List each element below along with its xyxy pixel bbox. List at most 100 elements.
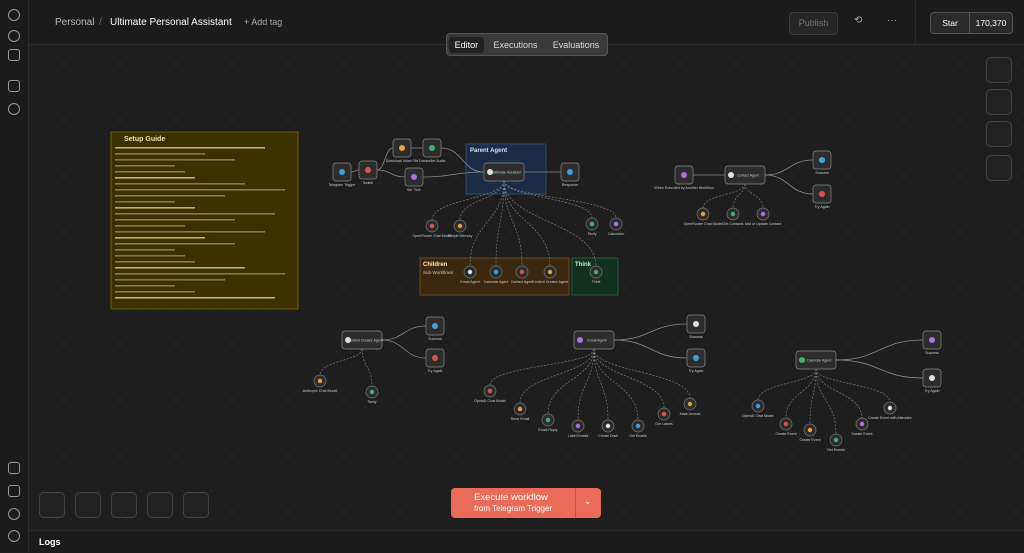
node-label: Success [815, 171, 829, 175]
workflow-node[interactable]: Content Creator Agent [341, 330, 383, 350]
tab[interactable]: Executions [493, 39, 538, 50]
workflow-node[interactable]: Calculator [608, 217, 625, 236]
zoom-in-button[interactable] [75, 492, 101, 518]
node-label: Contact Agent [511, 280, 534, 284]
workflow-node[interactable]: Add or Update Contact [745, 207, 782, 226]
workflow-node[interactable]: When Executed by Another Workflow [654, 165, 714, 190]
add-tag[interactable]: + Add tag [244, 17, 283, 27]
workflow-node[interactable]: Content Creator Agent [532, 265, 568, 284]
workflow-node[interactable]: Try Again [922, 368, 942, 393]
workflow-node[interactable]: Create Event [776, 417, 797, 436]
tab[interactable]: Editor [448, 36, 485, 53]
workflow-node[interactable]: Try Again [686, 348, 706, 373]
workflow-node[interactable]: OpenAI Chat Model [742, 399, 774, 418]
workflow-node[interactable]: Success [425, 316, 445, 341]
workflow-node[interactable]: Response [560, 162, 580, 187]
workflow-node[interactable]: Mark Unread [680, 397, 701, 416]
node-label: Mark Unread [680, 412, 701, 416]
fit-view-button[interactable] [39, 492, 65, 518]
workflow-node[interactable]: Simple Memory [448, 219, 473, 238]
workflow-node[interactable]: Contact Agent [511, 265, 534, 284]
panel-icon[interactable] [8, 49, 20, 61]
settings-icon[interactable] [8, 530, 20, 542]
workflow-node[interactable]: Success [686, 314, 706, 339]
workflow-node[interactable]: Email Agent [573, 330, 615, 350]
workflow-node[interactable]: Get Contacts [723, 207, 744, 226]
workflow-node[interactable]: Try Again [425, 348, 445, 373]
panel-button[interactable] [986, 155, 1012, 181]
workflow-node[interactable]: Tavily [365, 385, 379, 404]
node-label: Success [428, 337, 442, 341]
workflow-node[interactable]: Get Labels [655, 407, 673, 426]
workflow-node[interactable]: OpenRouter Chat Model [413, 219, 452, 238]
workflow-node[interactable]: OpenRouter Chat Model [684, 207, 723, 226]
workflow-node[interactable]: Create Event with Attendee [868, 401, 912, 420]
agent-node [573, 330, 615, 350]
guide-line [115, 207, 195, 209]
workflow-node[interactable]: Create Draft [598, 419, 618, 438]
dropdown-icon[interactable]: ⌄ [584, 496, 592, 506]
templates-icon[interactable] [8, 462, 20, 474]
workflow-node[interactable]: Success [812, 150, 832, 175]
workflow-node[interactable]: Get Events [827, 433, 845, 452]
node-icon [929, 337, 935, 343]
tidy-button[interactable] [183, 492, 209, 518]
node-icon [457, 223, 463, 229]
workflow-node[interactable]: Download Voice File [386, 138, 419, 163]
add-node-button[interactable] [986, 57, 1012, 83]
node-label: Calculator [608, 232, 625, 236]
workflow-node[interactable]: Label Emails [568, 419, 589, 438]
workflow-node[interactable]: Create Event [800, 423, 821, 442]
workflow-node[interactable]: Ultimate Assistant [483, 162, 525, 182]
help-icon[interactable] [8, 508, 20, 520]
workflow-node[interactable]: Create Event [852, 417, 873, 436]
connection [835, 359, 924, 379]
node-label: Transcribe Audio [419, 159, 446, 163]
workflow-node[interactable]: Tavily [585, 217, 599, 236]
home-icon[interactable] [8, 80, 20, 92]
node-icon [487, 169, 493, 175]
chat-icon[interactable] [8, 103, 20, 115]
workflow-name[interactable]: Ultimate Personal Assistant [110, 17, 232, 28]
logs-label[interactable]: Logs [39, 537, 61, 547]
logs-bar: Logs [29, 530, 1024, 553]
workflow-node[interactable]: Get Emails [629, 419, 647, 438]
workflow-node[interactable]: Email Reply [538, 413, 558, 432]
workflow-node[interactable]: Success [922, 330, 942, 355]
workflow-node[interactable]: Contact Agent [724, 165, 766, 185]
guide-line [115, 249, 175, 251]
workflow-node[interactable]: Set 'Text' [404, 167, 424, 192]
workflow-node[interactable]: Calendar Agent [795, 350, 837, 370]
tool-connection [503, 180, 617, 219]
divider [575, 488, 576, 518]
workflow-node[interactable]: OpenAI Chat Model [474, 384, 506, 403]
tool-connection [459, 180, 505, 221]
undo-button[interactable] [147, 492, 173, 518]
workflow-node[interactable]: Transcribe Audio [419, 138, 446, 163]
insights-icon[interactable] [8, 485, 20, 497]
tool-connection [702, 183, 746, 209]
tool-connection [469, 180, 505, 267]
publish-button[interactable]: Publish [789, 12, 838, 35]
project-name[interactable]: Personal [55, 17, 95, 28]
tab[interactable]: Evaluations [552, 39, 600, 50]
workflow-node[interactable]: Switch [358, 160, 378, 185]
github-star[interactable]: Star 170,370 [930, 12, 1013, 34]
workflow-node[interactable]: Send Email [511, 402, 530, 421]
workflow-node[interactable]: Think [589, 265, 603, 284]
workflow-node[interactable]: Email Agent [460, 265, 480, 284]
history-icon[interactable]: ⟲ [854, 15, 863, 26]
zoom-out-button[interactable] [111, 492, 137, 518]
sticky-button[interactable] [986, 121, 1012, 147]
node-label: OpenAI Chat Model [474, 399, 506, 403]
workflow-node[interactable]: Telegram Trigger [329, 162, 357, 187]
workflow-node[interactable]: Anthropic Chat Model [303, 374, 338, 393]
node-label: Switch [363, 181, 374, 185]
search-button[interactable] [986, 89, 1012, 115]
execute-button[interactable]: Execute workflow from Telegram Trigger ⌄ [451, 488, 601, 518]
more-icon[interactable]: ··· [887, 15, 897, 26]
add-icon[interactable] [8, 9, 20, 21]
search-icon[interactable] [8, 30, 20, 42]
workflow-node[interactable]: Calendar Agent [484, 265, 509, 284]
workflow-node[interactable]: Try Again [812, 184, 832, 209]
